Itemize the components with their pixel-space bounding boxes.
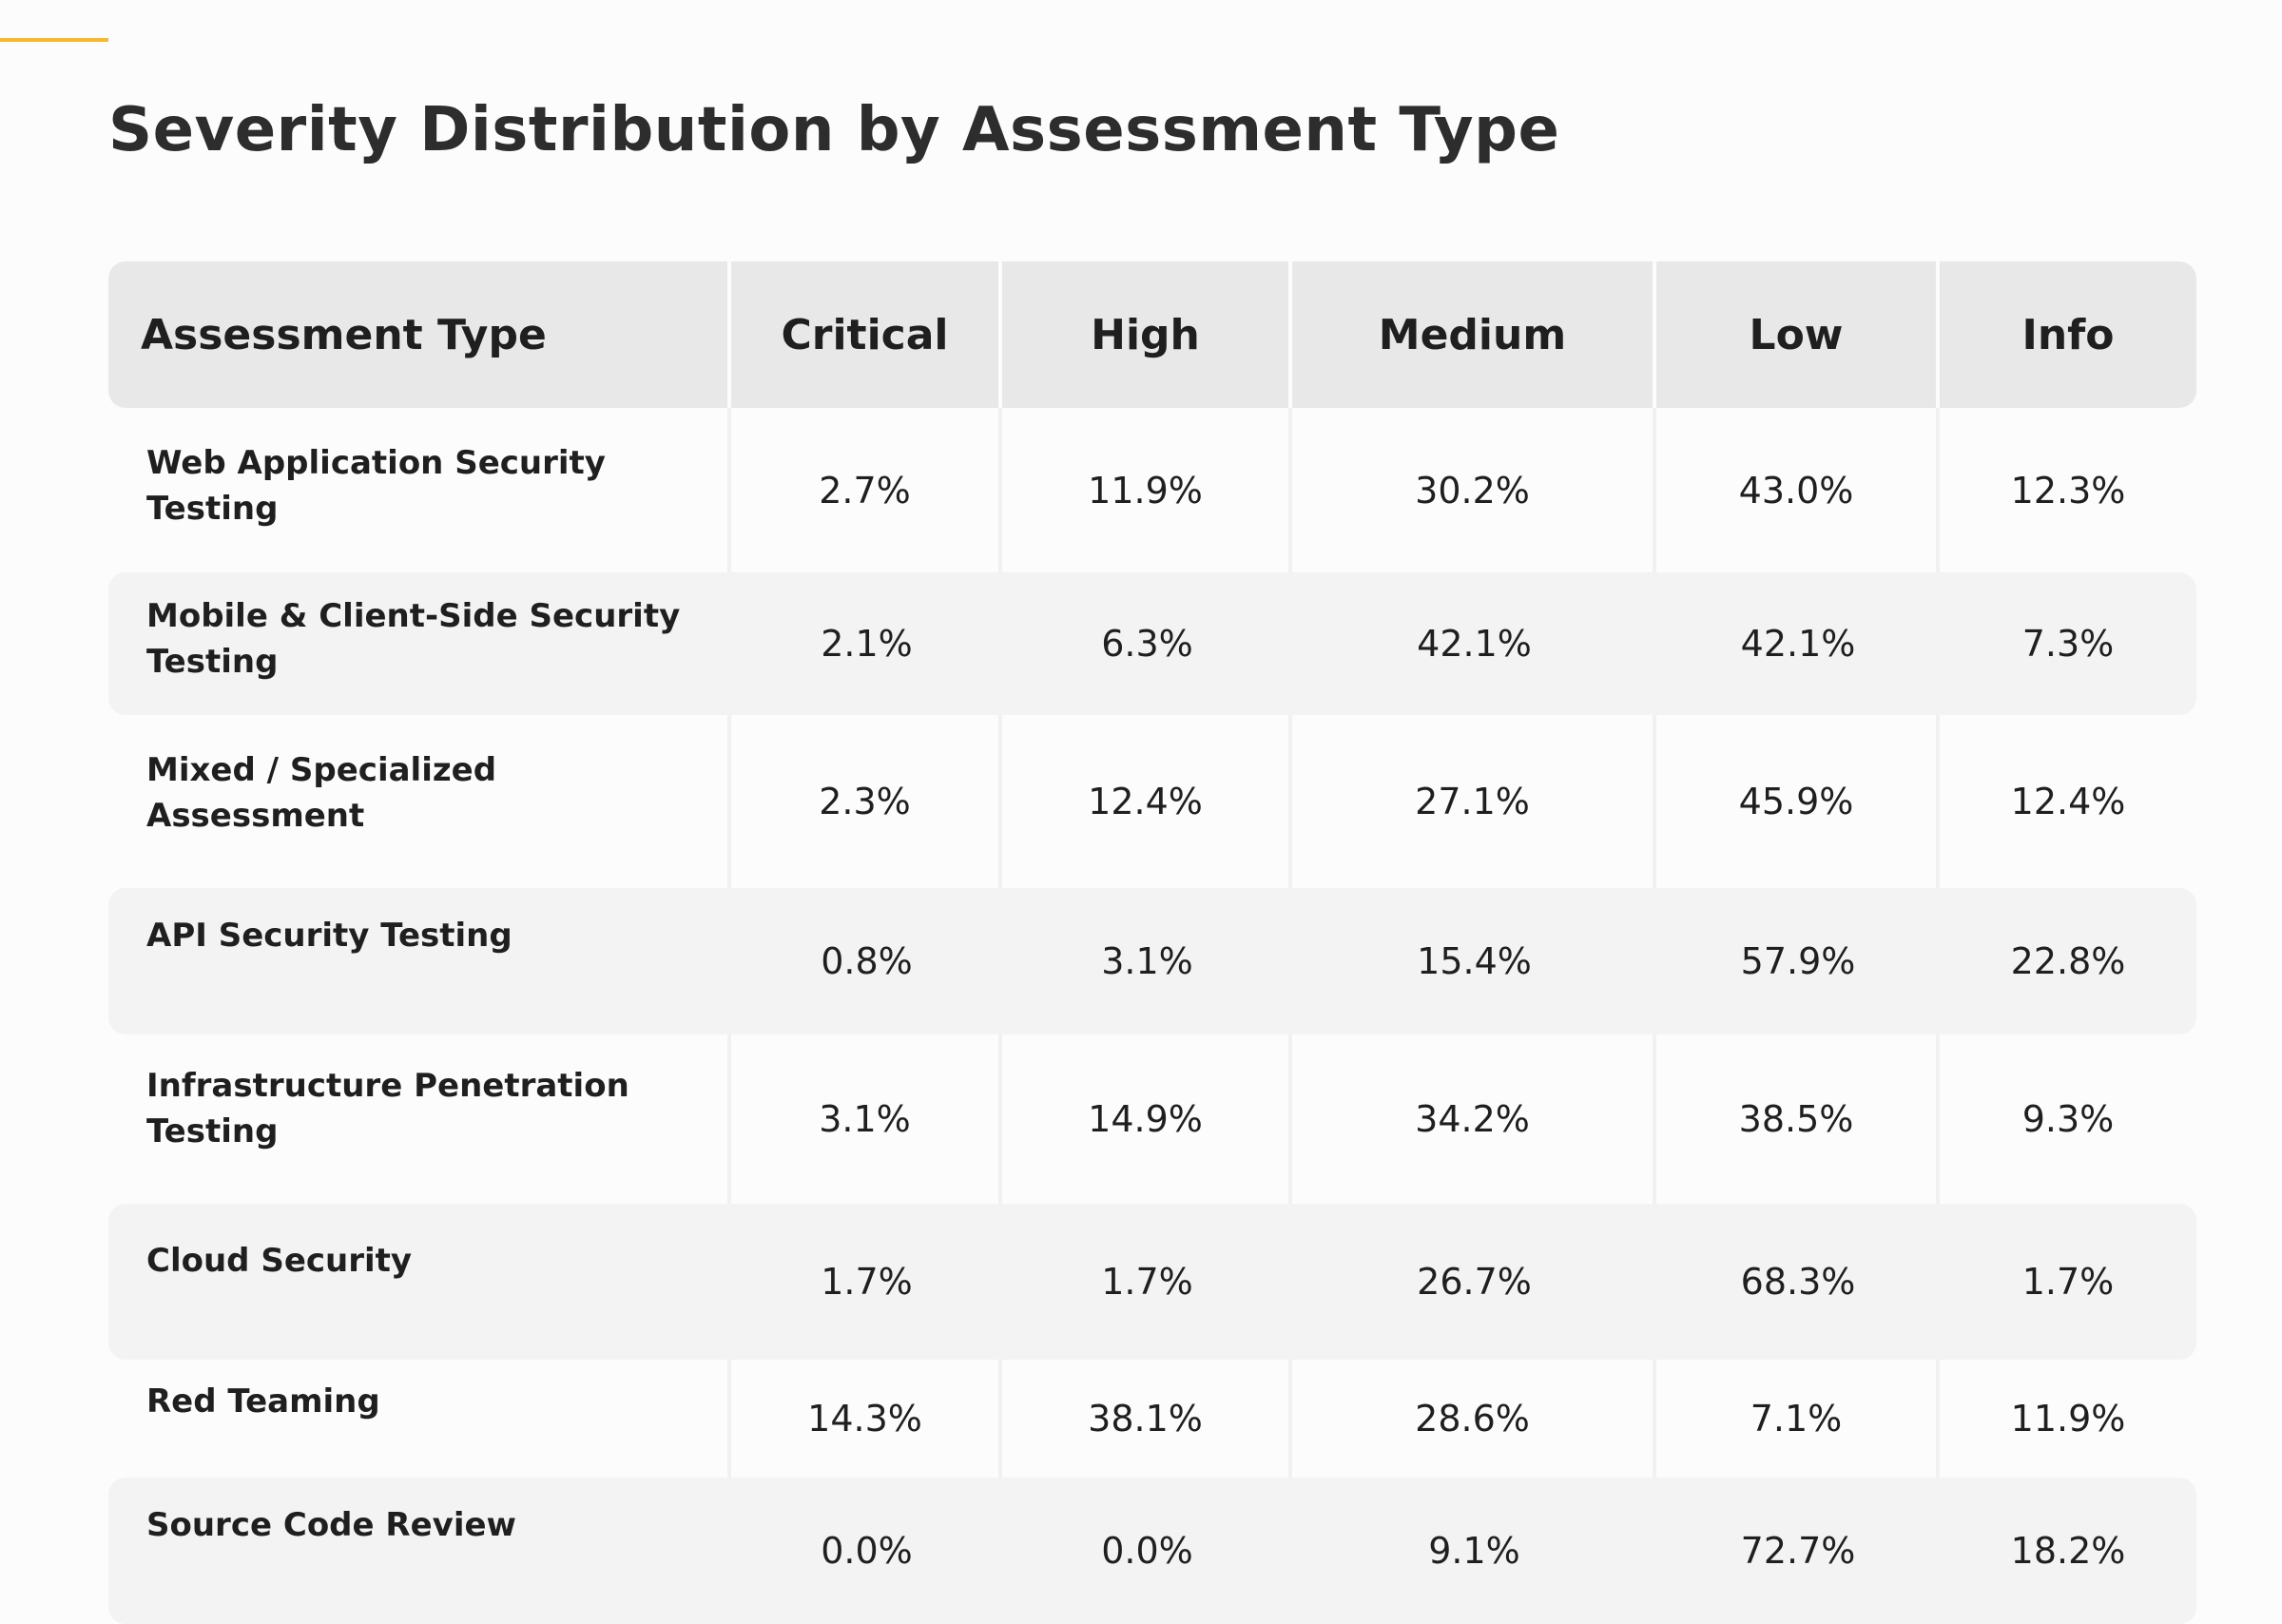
low-cell: 68.3% <box>1656 1204 1940 1360</box>
header-high: High <box>1002 261 1292 408</box>
table-row: Web Application Security Testing 2.7% 11… <box>108 408 2196 572</box>
medium-cell: 30.2% <box>1292 408 1656 572</box>
critical-cell: 3.1% <box>731 1034 1002 1204</box>
header-medium: Medium <box>1292 261 1656 408</box>
assessment-type-cell: Cloud Security <box>108 1204 731 1360</box>
assessment-type-cell: Mobile & Client-Side Security Testing <box>108 572 731 715</box>
low-cell: 45.9% <box>1656 715 1940 888</box>
table-header: Assessment Type Critical High Medium Low… <box>108 261 2196 408</box>
info-cell: 1.7% <box>1940 1204 2196 1360</box>
low-cell: 7.1% <box>1656 1360 1940 1478</box>
header-critical: Critical <box>731 261 1002 408</box>
high-cell: 11.9% <box>1002 408 1292 572</box>
assessment-type-cell: Red Teaming <box>108 1360 731 1478</box>
medium-cell: 42.1% <box>1292 572 1656 715</box>
table-body: Web Application Security Testing 2.7% 11… <box>108 408 2196 1624</box>
info-cell: 9.3% <box>2021 1098 2115 1140</box>
medium-cell: 15.4% <box>1292 888 1656 1034</box>
assessment-type-cell: Mixed / Specialized Assessment <box>108 715 731 888</box>
info-cell: 12.3% <box>2010 469 2126 512</box>
info-cell: 11.9% <box>2010 1398 2126 1440</box>
info-cell: 7.3% <box>1940 572 2196 715</box>
high-cell: 0.0% <box>1002 1478 1292 1624</box>
page-title: Severity Distribution by Assessment Type <box>108 95 1560 165</box>
medium-cell: 34.2% <box>1292 1034 1656 1204</box>
assessment-type-cell: Source Code Review <box>108 1478 731 1624</box>
table-row: API Security Testing 0.8% 3.1% 15.4% 57.… <box>108 888 2196 1034</box>
table-row: Infrastructure Penetration Testing 3.1% … <box>108 1034 2196 1204</box>
table-row: Red Teaming 14.3% 38.1% 28.6% 7.1% 11.9% <box>108 1360 2196 1478</box>
low-cell: 72.7% <box>1656 1478 1940 1624</box>
low-cell: 57.9% <box>1656 888 1940 1034</box>
info-cell: 22.8% <box>1940 888 2196 1034</box>
table-row: Mobile & Client-Side Security Testing 2.… <box>108 572 2196 715</box>
low-cell: 43.0% <box>1656 408 1940 572</box>
table-row: Mixed / Specialized Assessment 2.3% 12.4… <box>108 715 2196 888</box>
critical-cell: 2.3% <box>731 715 1002 888</box>
high-cell: 3.1% <box>1002 888 1292 1034</box>
header-assessment-type: Assessment Type <box>108 261 731 408</box>
critical-cell: 1.7% <box>731 1204 1002 1360</box>
medium-cell: 26.7% <box>1292 1204 1656 1360</box>
accent-line <box>0 38 108 42</box>
assessment-type-cell: Infrastructure Penetration Testing <box>108 1034 731 1204</box>
high-cell: 1.7% <box>1002 1204 1292 1360</box>
medium-cell: 9.1% <box>1292 1478 1656 1624</box>
critical-cell: 2.7% <box>731 408 1002 572</box>
high-cell: 38.1% <box>1002 1360 1292 1478</box>
table-row: Cloud Security 1.7% 1.7% 26.7% 68.3% 1.7… <box>108 1204 2196 1360</box>
info-cell: 12.4% <box>2010 781 2126 822</box>
severity-table: Assessment Type Critical High Medium Low… <box>108 261 2196 1624</box>
critical-cell: 14.3% <box>731 1360 1002 1478</box>
header-low: Low <box>1656 261 1940 408</box>
medium-cell: 27.1% <box>1292 715 1656 888</box>
medium-cell: 28.6% <box>1292 1360 1656 1478</box>
assessment-type-cell: Web Application Security Testing <box>108 408 731 572</box>
info-cell: 18.2% <box>1940 1478 2196 1624</box>
critical-cell: 0.0% <box>731 1478 1002 1624</box>
severity-table-container: Assessment Type Critical High Medium Low… <box>108 261 2196 1624</box>
critical-cell: 2.1% <box>731 572 1002 715</box>
assessment-type-cell: API Security Testing <box>108 888 731 1034</box>
low-cell: 38.5% <box>1656 1034 1940 1204</box>
high-cell: 12.4% <box>1002 715 1292 888</box>
low-cell: 42.1% <box>1656 572 1940 715</box>
critical-cell: 0.8% <box>731 888 1002 1034</box>
header-info: Info <box>1940 261 2196 408</box>
high-cell: 6.3% <box>1002 572 1292 715</box>
table-row: Source Code Review 0.0% 0.0% 9.1% 72.7% … <box>108 1478 2196 1624</box>
header-row: Assessment Type Critical High Medium Low… <box>108 261 2196 408</box>
high-cell: 14.9% <box>1002 1034 1292 1204</box>
